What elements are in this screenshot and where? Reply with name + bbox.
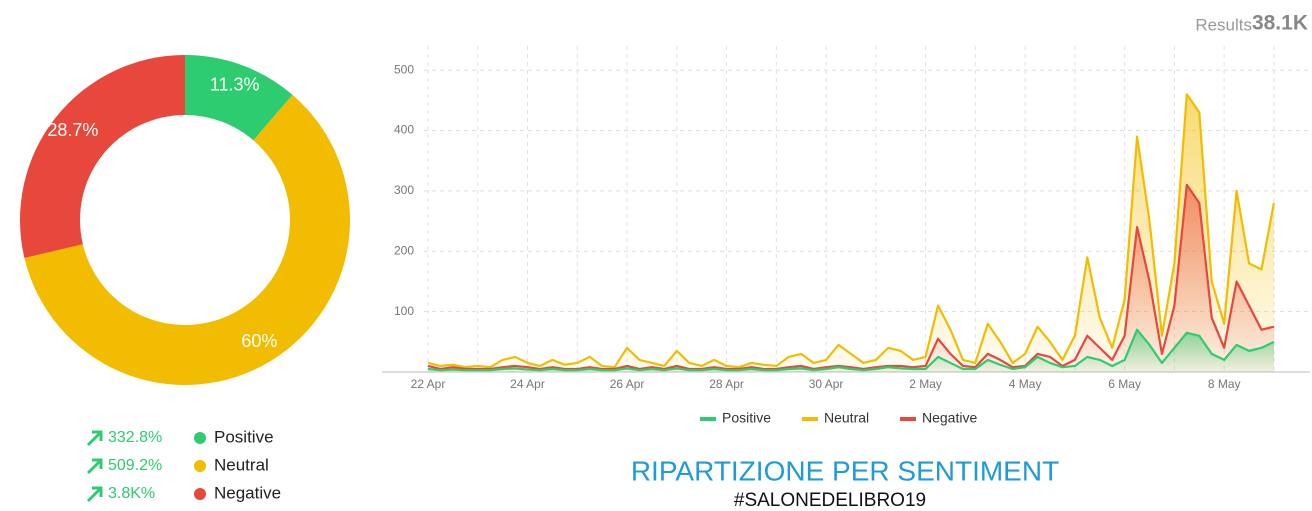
change-label: 3.8K% (108, 485, 155, 502)
y-tick-label: 500 (394, 62, 414, 76)
x-tick-label: 4 May (1009, 377, 1042, 391)
change-label: 509.2% (108, 457, 162, 474)
footer-subtitle: #SALONEDELIBRO19 (734, 490, 926, 511)
donut-slice (185, 55, 293, 141)
trend-arrow (86, 486, 103, 503)
x-tick-label: 30 Apr (809, 377, 844, 391)
results-label: Results (1195, 15, 1252, 34)
change-label: 332.8% (108, 429, 162, 446)
donut-slice (24, 94, 351, 385)
legend-label: Neutral (824, 410, 869, 426)
legend-dot (194, 488, 206, 500)
y-tick-label: 400 (394, 123, 414, 137)
legend-label: Positive (722, 410, 771, 426)
x-tick-label: 22 Apr (411, 377, 446, 391)
y-tick-label: 100 (394, 304, 414, 318)
x-tick-label: 6 May (1108, 377, 1141, 391)
slice-label: 60% (241, 331, 277, 351)
x-tick-label: 28 Apr (709, 377, 744, 391)
legend-label: Negative (922, 410, 977, 426)
line (427, 93, 1276, 369)
slice-label: 11.3% (210, 75, 260, 95)
slice-label: 28.7% (47, 120, 98, 140)
y-tick-label: 200 (394, 243, 414, 257)
legend-dot (194, 460, 206, 472)
x-tick-label: 2 May (909, 377, 942, 391)
footer-title: RIPARTIZIONE PER SENTIMENT (631, 455, 1059, 486)
legend-label: Neutral (214, 455, 269, 474)
trend-arrow (86, 430, 103, 447)
line (427, 328, 1275, 372)
results-value: 38.1K (1252, 12, 1308, 35)
donut-slice (20, 55, 186, 259)
x-tick-label: 8 May (1208, 377, 1241, 391)
legend-label: Negative (214, 483, 281, 502)
legend-dot (194, 432, 206, 444)
trend-arrow (86, 458, 103, 475)
legend-label: Positive (214, 427, 274, 446)
x-tick-label: 24 Apr (510, 377, 545, 391)
x-tick-label: 26 Apr (610, 377, 645, 391)
y-tick-label: 300 (394, 183, 414, 197)
line (427, 183, 1275, 371)
